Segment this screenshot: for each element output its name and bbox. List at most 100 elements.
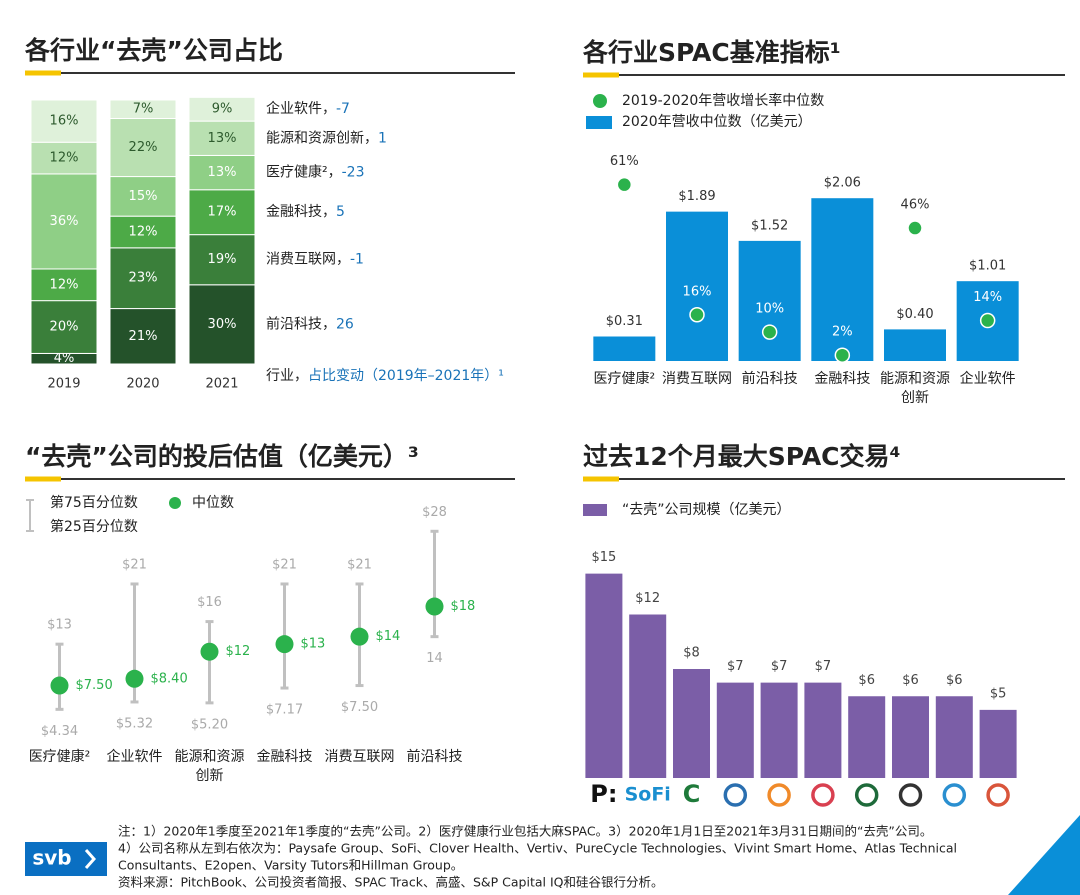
legend-change: -7 bbox=[336, 101, 350, 117]
dot-label: 10% bbox=[755, 302, 784, 317]
dot-label: 61% bbox=[610, 154, 639, 169]
company-logo: P: bbox=[590, 780, 617, 808]
bar-label: $7 bbox=[727, 659, 744, 674]
legend-name: 能源和资源创新， bbox=[266, 130, 378, 146]
legend-label: 第25百分位数 bbox=[50, 518, 138, 535]
chart-title: 各行业“去壳”公司占比 bbox=[24, 36, 283, 65]
company-logo-icon bbox=[898, 783, 923, 807]
bar-segment bbox=[30, 99, 98, 143]
legend-label: “去壳”公司规模（亿美元） bbox=[622, 501, 791, 518]
bar-label: $12 bbox=[635, 591, 660, 606]
bar-label: $7 bbox=[771, 659, 788, 674]
bar bbox=[804, 682, 842, 778]
median-label: $18 bbox=[451, 599, 476, 614]
bar-segment bbox=[30, 268, 98, 302]
p75-label: $21 bbox=[272, 557, 297, 572]
bar bbox=[979, 709, 1017, 778]
company-logo-icon bbox=[986, 783, 1010, 807]
chart-title: 各行业SPAC基准指标¹ bbox=[582, 38, 841, 67]
legend-name: 金融科技， bbox=[266, 204, 336, 220]
bar bbox=[666, 211, 728, 361]
bar-label: $1.52 bbox=[751, 218, 788, 233]
bar bbox=[848, 696, 886, 778]
bar bbox=[760, 682, 798, 778]
dot bbox=[834, 347, 851, 363]
bar-label: $0.40 bbox=[896, 307, 933, 322]
dot bbox=[979, 312, 996, 329]
bar-label: $2.06 bbox=[824, 176, 861, 191]
company-logo: SoFi bbox=[625, 784, 671, 806]
legend-change: -1 bbox=[350, 252, 364, 268]
dot-label: 2% bbox=[832, 325, 853, 340]
x-tick-label: 金融科技 bbox=[814, 371, 871, 387]
median-dot bbox=[425, 597, 444, 616]
bar-label: $6 bbox=[902, 673, 919, 688]
bar-label: $15 bbox=[591, 550, 616, 565]
legend-entry: 企业软件，-7 bbox=[266, 100, 350, 117]
x-tick-label: 企业软件 bbox=[959, 371, 1016, 387]
p75-label: $28 bbox=[422, 505, 447, 520]
median-label: $8.40 bbox=[151, 671, 188, 686]
data-label: 12% bbox=[50, 151, 79, 166]
bar bbox=[673, 669, 710, 778]
legend-label: 2019-2020年营收增长率中位数 bbox=[622, 92, 824, 109]
bar-segment bbox=[188, 120, 256, 156]
bar-segment bbox=[109, 308, 177, 365]
bar-segment bbox=[188, 154, 256, 191]
data-label: 13% bbox=[208, 131, 237, 146]
x-tick-label: 2019 bbox=[47, 377, 80, 392]
p75-label: $21 bbox=[122, 557, 147, 572]
bar bbox=[811, 198, 874, 361]
legend-name: 消费互联网， bbox=[266, 252, 350, 268]
dot bbox=[616, 176, 633, 193]
legend-change: -23 bbox=[342, 165, 365, 181]
median-label: $14 bbox=[376, 629, 401, 644]
legend-label: 第75百分位数 bbox=[50, 494, 138, 511]
legend-name: 前沿科技， bbox=[266, 315, 336, 332]
p25-label: $7.17 bbox=[266, 703, 303, 718]
median-label: $7.50 bbox=[76, 678, 113, 693]
logo-chevron bbox=[84, 849, 97, 869]
dot bbox=[689, 307, 705, 323]
data-label: 15% bbox=[129, 189, 158, 204]
footnote: Consultants、E2open、Varsity Tutors和Hillma… bbox=[118, 858, 463, 873]
dot-label: 46% bbox=[901, 198, 930, 213]
p75-label: $13 bbox=[47, 618, 72, 633]
x-tick-label: 企业软件 bbox=[106, 749, 163, 765]
bar bbox=[629, 614, 667, 778]
bar-segment bbox=[30, 173, 98, 270]
data-label: 23% bbox=[129, 271, 158, 286]
data-label: 7% bbox=[133, 102, 154, 117]
bar-segment bbox=[188, 284, 256, 365]
legend-swatch bbox=[583, 504, 607, 516]
median-dot bbox=[125, 669, 144, 688]
data-label: 16% bbox=[50, 114, 79, 129]
legend-entry: 前沿科技，26 bbox=[266, 315, 354, 332]
p75-label: $16 bbox=[197, 595, 222, 610]
median-dot bbox=[200, 642, 219, 661]
bar-label: $0.31 bbox=[606, 314, 643, 329]
legend-caption-subtitle: 占比变动（2019年–2021年）¹ bbox=[308, 368, 504, 384]
legend-entry: 消费互联网，-1 bbox=[266, 252, 364, 268]
bar bbox=[716, 682, 754, 778]
footnote: 注：1）2020年1季度至2021年1季度的“去壳”公司。2）医疗健康行业包括大… bbox=[118, 824, 932, 839]
median-label: $12 bbox=[226, 644, 251, 659]
median-dot bbox=[275, 635, 294, 654]
bar-label: $1.01 bbox=[969, 259, 1006, 274]
logo: svb bbox=[32, 846, 71, 870]
company-logo-icon bbox=[767, 783, 791, 807]
corner-decoration bbox=[1008, 815, 1080, 895]
bar-label: $8 bbox=[683, 646, 700, 661]
data-label: 36% bbox=[50, 214, 79, 229]
data-label: 4% bbox=[54, 351, 75, 366]
bar bbox=[738, 240, 801, 361]
data-label: 30% bbox=[208, 317, 237, 332]
company-logo-icon bbox=[854, 783, 879, 807]
bar-segment bbox=[188, 96, 256, 122]
x-tick-label: 医疗健康² bbox=[28, 749, 91, 765]
footnote: 资料来源：PitchBook、公司投资者简报、SPAC Track、高盛、S&P… bbox=[118, 875, 663, 890]
dot bbox=[761, 324, 778, 340]
data-label: 9% bbox=[212, 102, 233, 117]
